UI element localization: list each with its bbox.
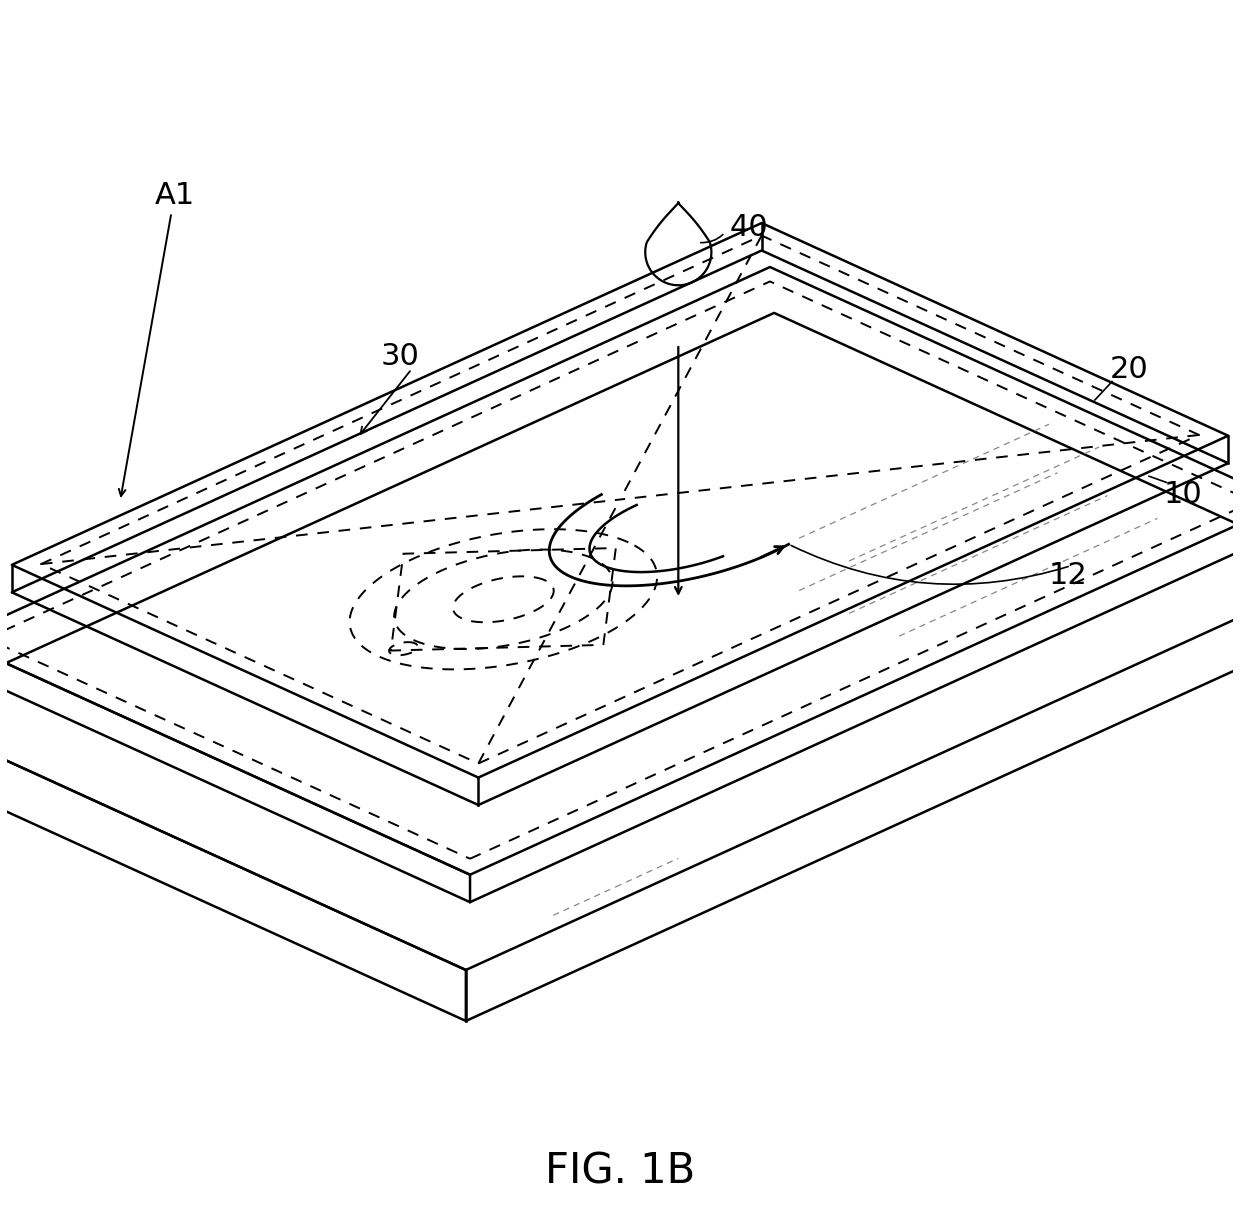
Text: 40: 40 (730, 214, 769, 242)
Text: 10: 10 (1164, 480, 1203, 510)
Text: FIG. 1B: FIG. 1B (544, 1151, 696, 1192)
Text: A1: A1 (119, 181, 195, 496)
Text: 20: 20 (1110, 355, 1148, 384)
Text: 30: 30 (381, 343, 420, 371)
Text: 12: 12 (1049, 561, 1087, 589)
